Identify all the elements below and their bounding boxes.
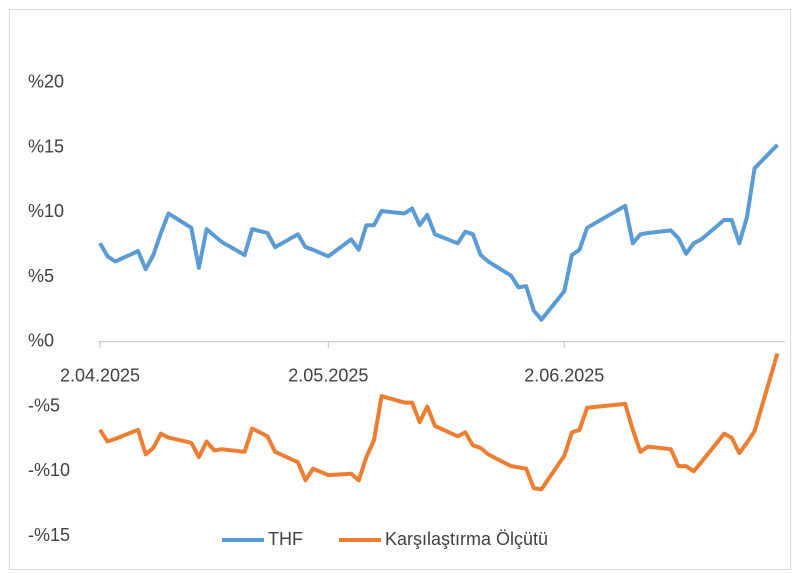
y-tick-label: %20 xyxy=(28,72,64,92)
y-tick-label: -%15 xyxy=(28,525,70,545)
y-tick-label: %10 xyxy=(28,201,64,221)
legend-label: THF xyxy=(268,529,303,549)
x-tick-label: 2.06.2025 xyxy=(524,366,604,386)
x-tick-label: 2.04.2025 xyxy=(60,366,140,386)
y-tick-label: %5 xyxy=(28,266,54,286)
y-tick-label: -%10 xyxy=(28,460,70,480)
series-line xyxy=(98,352,780,492)
y-tick-label: %15 xyxy=(28,136,64,156)
y-tick-label: %0 xyxy=(28,331,54,351)
x-tick-label: 2.05.2025 xyxy=(288,366,368,386)
series-line xyxy=(98,143,779,322)
legend-label: Karşılaştırma Ölçütü xyxy=(385,529,548,549)
y-tick-label: -%5 xyxy=(28,395,60,415)
chart-border xyxy=(9,9,791,570)
